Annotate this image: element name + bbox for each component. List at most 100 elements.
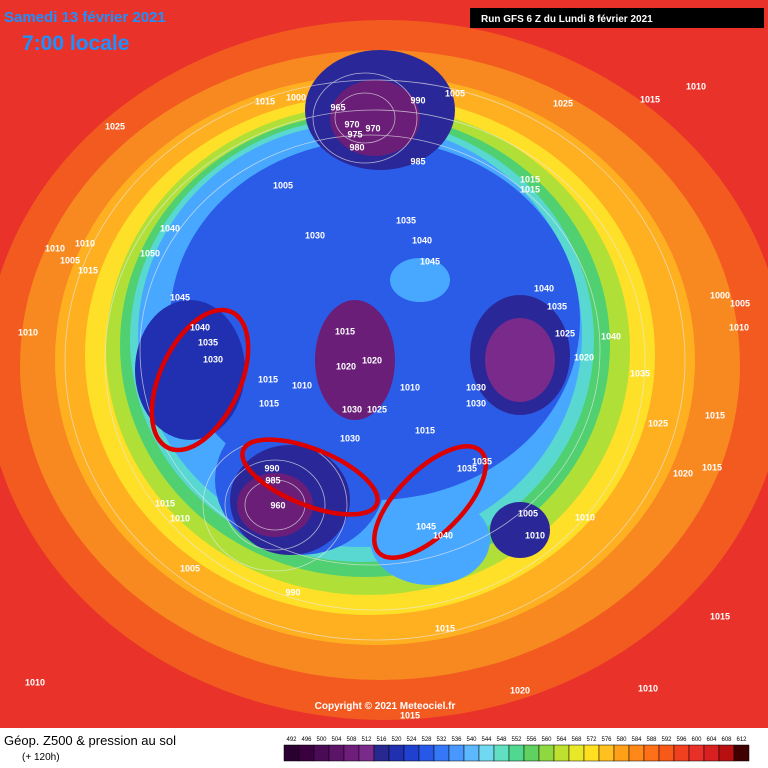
isobar-label: 1020 (673, 468, 693, 478)
scale-swatch (643, 744, 660, 762)
scale-label: 564 (556, 737, 567, 743)
isobar-label: 1010 (686, 81, 706, 91)
isobar-label: 1005 (180, 563, 200, 573)
isobar-label: 1035 (198, 337, 218, 347)
scale-swatch (433, 744, 450, 762)
footer-subtitle: (+ 120h) (22, 752, 60, 763)
isobar-label: 985 (265, 475, 280, 485)
isobar-label: 1035 (472, 456, 492, 466)
scale-label: 584 (631, 737, 642, 743)
isobar-label: 1005 (518, 508, 538, 518)
isobar-label: 1015 (520, 174, 540, 184)
isobar-label: 1015 (520, 184, 540, 194)
scale-swatch (583, 744, 600, 762)
isobar-label: 1010 (45, 243, 65, 253)
isobar-label: 1015 (640, 94, 660, 104)
isobar-label: 1000 (710, 290, 730, 300)
scale-swatch (523, 744, 540, 762)
isobar-label: 1030 (466, 382, 486, 392)
scale-label: 512 (361, 737, 372, 743)
isobar-label: 1015 (258, 374, 278, 384)
isobar-label: 1010 (638, 683, 658, 693)
isobar-label: 1040 (190, 322, 210, 332)
isobar-label: 990 (264, 463, 279, 473)
isobar-label: 970 (365, 123, 380, 133)
scale-swatch (673, 744, 690, 762)
isobar-label: 1010 (729, 322, 749, 332)
time: 7:00 locale (22, 32, 129, 55)
scale-label: 556 (526, 737, 537, 743)
scale-label: 588 (646, 737, 657, 743)
scale-swatch (658, 744, 675, 762)
scale-label: 524 (406, 737, 417, 743)
isobar-label: 1020 (510, 685, 530, 695)
scale-swatch (343, 744, 360, 762)
scale-swatch (283, 744, 300, 762)
isobar-label: 1030 (305, 230, 325, 240)
copyright: Copyright © 2021 Meteociel.fr (315, 701, 456, 712)
isobar-label: 1020 (362, 355, 382, 365)
isobar-label: 1050 (140, 248, 160, 258)
scale-swatch (448, 744, 465, 762)
isobar-label: 1045 (170, 292, 190, 302)
isobar-label: 960 (270, 500, 285, 510)
isobar-label: 1045 (420, 256, 440, 266)
isobar-label: 1035 (457, 463, 477, 473)
isobar-label: 1030 (342, 404, 362, 414)
scale-swatch (598, 744, 615, 762)
isobar-label: 1010 (75, 238, 95, 248)
isobar-label: 1030 (466, 398, 486, 408)
isobar-label: 1010 (292, 380, 312, 390)
isobars (64, 72, 686, 641)
isobar-label: 1005 (730, 298, 750, 308)
scale-swatch (373, 744, 390, 762)
isobar-label: 990 (410, 95, 425, 105)
isobar-label: 1040 (601, 331, 621, 341)
scale-label: 580 (616, 737, 627, 743)
isobar-label: 1035 (396, 215, 416, 225)
isobar-label: 1035 (630, 368, 650, 378)
scale-label: 536 (451, 737, 462, 743)
scale-label: 520 (391, 737, 402, 743)
isobar-label: 1015 (705, 410, 725, 420)
isobar-label: 975 (347, 129, 362, 139)
isobar-label: 1015 (702, 462, 722, 472)
scale-label: 544 (481, 737, 492, 743)
isobar-label: 1025 (555, 328, 575, 338)
scale-swatch (418, 744, 435, 762)
isobar-label: 1025 (105, 121, 125, 131)
scale-swatch (313, 744, 330, 762)
isobar-label: 1010 (575, 512, 595, 522)
scale-label: 608 (721, 737, 732, 743)
scale-swatch (298, 744, 315, 762)
isobar-label: 1010 (525, 530, 545, 540)
scale-label: 500 (316, 737, 327, 743)
scale-swatch (358, 744, 375, 762)
scale-label: 504 (331, 737, 342, 743)
isobar-label: 985 (410, 156, 425, 166)
scale-swatch (538, 744, 555, 762)
isobar-label: 1025 (648, 418, 668, 428)
isobar-label: 1015 (78, 265, 98, 275)
scale-label: 532 (436, 737, 447, 743)
isobar-label: 1045 (416, 521, 436, 531)
isobar-label: 1010 (25, 677, 45, 687)
scale-label: 560 (541, 737, 552, 743)
isobar-label: 970 (344, 119, 359, 129)
scale-label: 604 (706, 737, 717, 743)
isobar-label: 1005 (273, 180, 293, 190)
isobar-label: 965 (330, 102, 345, 112)
scale-swatch (328, 744, 345, 762)
isobar-label: 1025 (553, 98, 573, 108)
isobar-label: 1035 (547, 301, 567, 311)
scale-swatch (388, 744, 405, 762)
isobar-label: 1010 (18, 327, 38, 337)
scale-label: 492 (286, 737, 297, 743)
scale-label: 540 (466, 737, 477, 743)
scale-swatch (568, 744, 585, 762)
color-scale: 492 496 500 504 508 512 516 520 524 528 532 536 540 5… (283, 737, 750, 762)
isobar-label: 1010 (170, 513, 190, 523)
scale-label: 548 (496, 737, 507, 743)
